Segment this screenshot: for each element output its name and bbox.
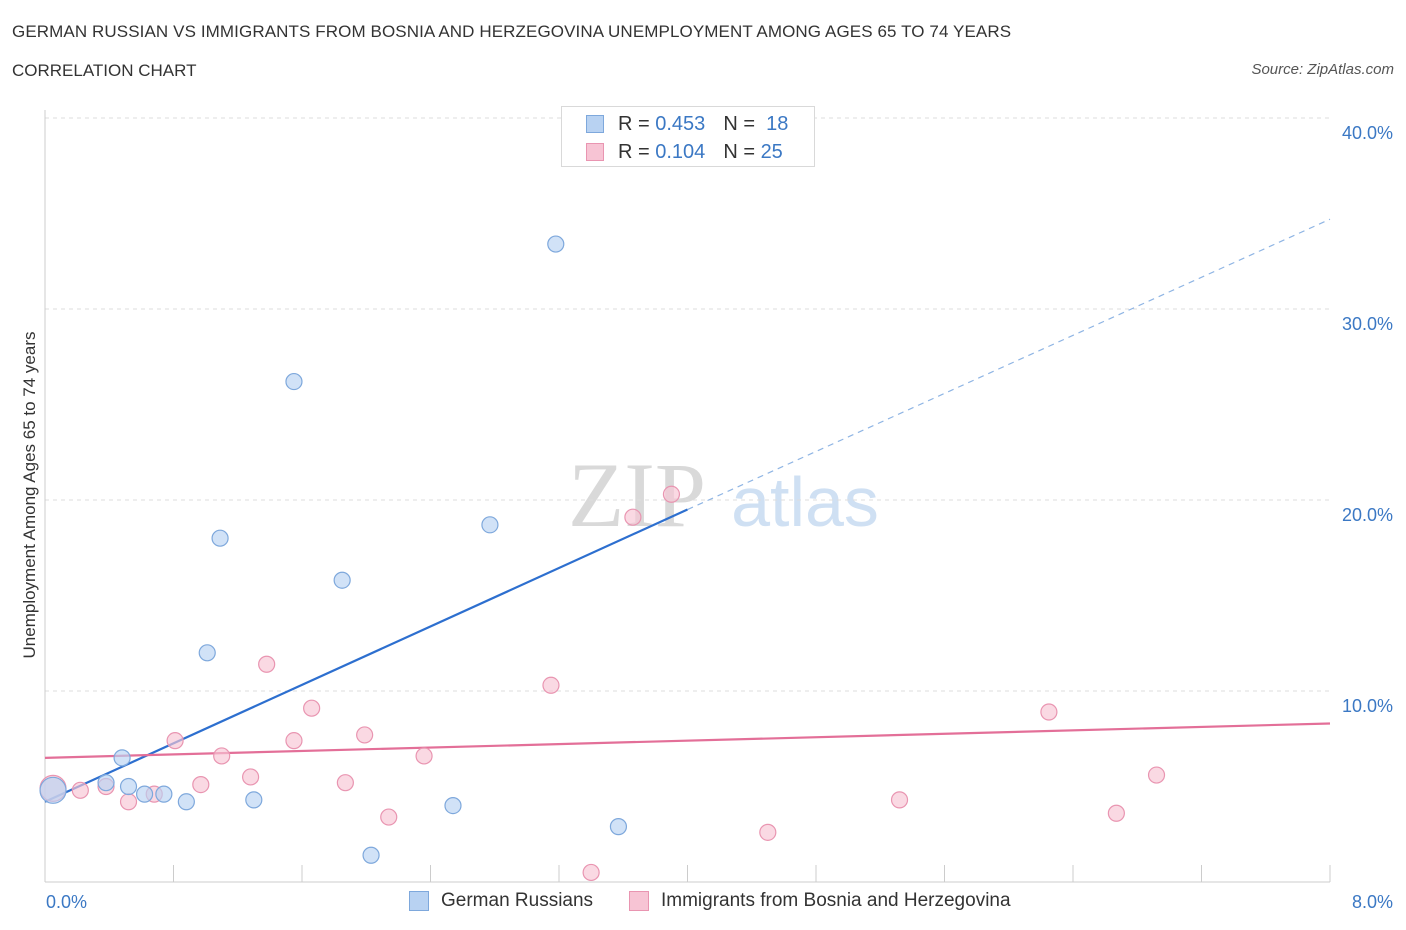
y-tick-label: 30.0% bbox=[1342, 314, 1393, 334]
bosnia-point bbox=[415, 747, 433, 765]
legend-item-bosnia[interactable]: Immigrants from Bosnia and Herzegovina bbox=[629, 890, 1011, 912]
trend-line-bosnia bbox=[44, 722, 1331, 759]
pink-swatch bbox=[586, 143, 604, 161]
blue-swatch bbox=[409, 891, 429, 911]
y-tick-label: 40.0% bbox=[1342, 123, 1393, 143]
x-tick-label: 8.0% bbox=[1352, 892, 1393, 912]
bosnia-point bbox=[166, 732, 184, 750]
bosnia-point bbox=[213, 747, 231, 765]
tick-labels: 10.0% 20.0% 30.0% 40.0% 0.0% 8.0% bbox=[46, 123, 1393, 912]
data-points bbox=[39, 235, 1166, 882]
german-russians-point bbox=[362, 846, 380, 864]
legend-item-german-russians[interactable]: German Russians bbox=[409, 890, 593, 912]
german-russians-point bbox=[155, 785, 173, 803]
bosnia-point bbox=[242, 768, 260, 786]
legend-label: Immigrants from Bosnia and Herzegovina bbox=[661, 890, 1011, 911]
n-value: 18 bbox=[766, 112, 789, 135]
legend-row-german-russians: R = 0.453 N = 18 bbox=[586, 112, 788, 136]
watermark-atlas: atlas bbox=[731, 463, 879, 541]
correlation-legend: R = 0.453 N = 18 R = 0.104 N = 25 bbox=[561, 106, 815, 167]
german-russians-point bbox=[113, 749, 131, 767]
bosnia-point bbox=[624, 508, 642, 526]
n-label: N = bbox=[723, 112, 755, 135]
bosnia-point bbox=[356, 726, 374, 744]
r-label: R = bbox=[618, 140, 650, 163]
bosnia-point bbox=[1147, 766, 1166, 784]
trend-line-german-russians-extrapolated bbox=[687, 218, 1331, 511]
x-tick-label: 0.0% bbox=[46, 892, 87, 912]
german-russians-point bbox=[198, 644, 216, 662]
y-tick-label: 10.0% bbox=[1342, 696, 1393, 716]
bosnia-point bbox=[71, 781, 89, 799]
german-russians-point bbox=[39, 776, 67, 804]
legend-row-bosnia: R = 0.104 N = 25 bbox=[586, 140, 783, 164]
bosnia-point bbox=[380, 808, 398, 826]
bosnia-point bbox=[336, 774, 354, 792]
n-value: 25 bbox=[760, 140, 783, 163]
bosnia-point bbox=[890, 791, 909, 809]
bosnia-point bbox=[1107, 804, 1125, 822]
r-value: 0.453 bbox=[655, 112, 706, 135]
bosnia-point bbox=[258, 655, 276, 673]
german-russians-point bbox=[119, 777, 138, 796]
bosnia-point bbox=[119, 793, 138, 811]
bosnia-point bbox=[1040, 703, 1058, 721]
german-russians-point bbox=[97, 774, 115, 792]
bosnia-point bbox=[542, 676, 560, 694]
german-russians-point bbox=[333, 571, 351, 589]
german-russians-point bbox=[609, 818, 628, 836]
german-russians-point bbox=[547, 235, 565, 253]
bosnia-point bbox=[303, 699, 321, 717]
n-label: N = bbox=[723, 140, 755, 163]
german-russians-point bbox=[135, 785, 154, 803]
chart-title: GERMAN RUSSIAN VS IMMIGRANTS FROM BOSNIA… bbox=[12, 22, 1012, 41]
bosnia-point bbox=[759, 823, 777, 841]
y-tick-label: 20.0% bbox=[1342, 505, 1393, 525]
watermark-zip: ZIP bbox=[568, 444, 706, 546]
grid bbox=[45, 117, 1330, 692]
german-russians-point bbox=[211, 529, 229, 547]
bosnia-point bbox=[192, 775, 210, 794]
german-russians-point bbox=[245, 791, 263, 809]
pink-swatch bbox=[629, 891, 649, 911]
bosnia-point bbox=[582, 863, 600, 882]
bosnia-point bbox=[662, 485, 681, 503]
bosnia-point bbox=[285, 732, 303, 750]
axes bbox=[44, 110, 1331, 883]
blue-swatch bbox=[586, 115, 604, 133]
german-russians-point bbox=[285, 372, 303, 391]
watermark: ZIP atlas bbox=[568, 444, 879, 546]
r-value: 0.104 bbox=[655, 140, 706, 163]
series-legend: German Russians Immigrants from Bosnia a… bbox=[0, 890, 1406, 916]
trend-line-german-russians bbox=[44, 508, 688, 803]
source-credit: Source: ZipAtlas.com bbox=[1251, 61, 1394, 78]
chart-subtitle: CORRELATION CHART bbox=[12, 61, 197, 80]
german-russians-point bbox=[481, 516, 499, 534]
german-russians-point bbox=[177, 793, 195, 811]
german-russians-point bbox=[444, 796, 462, 815]
r-label: R = bbox=[618, 112, 650, 135]
legend-label: German Russians bbox=[441, 890, 594, 911]
trend-lines bbox=[44, 218, 1331, 803]
